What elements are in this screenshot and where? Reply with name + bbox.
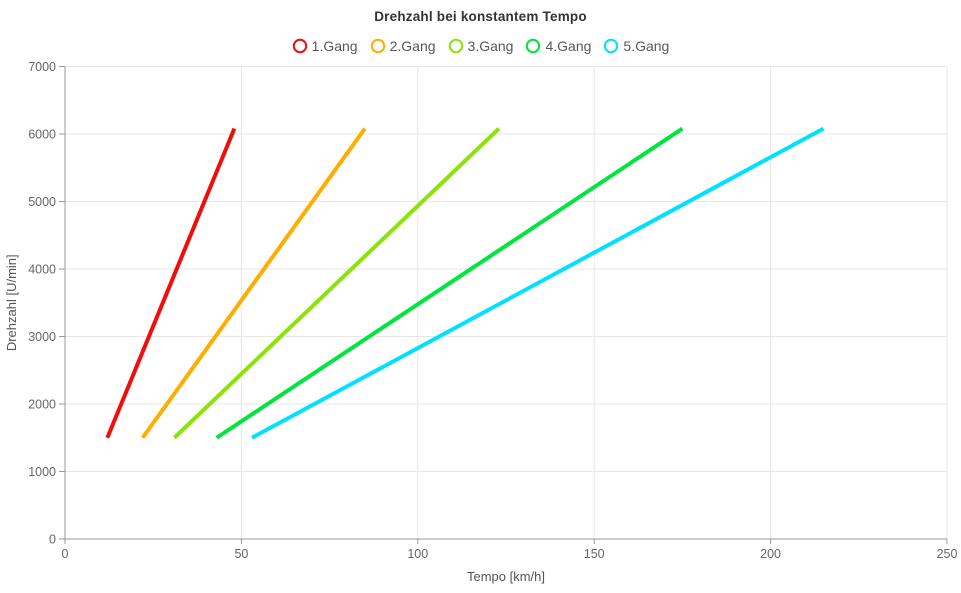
series-line-3gang xyxy=(172,127,501,440)
y-tick-label: 5000 xyxy=(28,195,56,209)
legend-label: 4.Gang xyxy=(545,38,592,54)
y-tick-label: 2000 xyxy=(28,398,56,412)
legend-circle-marker-icon xyxy=(526,38,541,54)
series-line-1gang xyxy=(105,127,237,439)
legend-item-2gang[interactable]: 2.Gang xyxy=(370,38,436,54)
legend-label: 2.Gang xyxy=(389,38,436,54)
x-tick-label: 0 xyxy=(62,547,69,561)
x-tick-label: 150 xyxy=(584,547,605,561)
x-tick-label: 50 xyxy=(234,547,248,561)
y-tick-label: 6000 xyxy=(28,128,56,142)
y-tick-label: 1000 xyxy=(28,465,56,479)
legend-item-1gang[interactable]: 1.Gang xyxy=(292,38,358,54)
legend-circle-marker-icon xyxy=(448,38,463,54)
y-tick-label: 0 xyxy=(49,533,56,547)
y-axis-title: Drehzahl [U/min] xyxy=(4,254,19,351)
legend-item-4gang[interactable]: 4.Gang xyxy=(525,38,591,54)
chart-title: Drehzahl bei konstantem Tempo xyxy=(374,9,587,24)
legend-label: 1.Gang xyxy=(311,38,358,54)
series-line-2gang xyxy=(140,127,367,439)
legend: 1.Gang 2.Gang 3.Gang 4.Gang 5.Gang xyxy=(0,38,961,54)
legend-circle-marker-icon xyxy=(604,38,619,54)
legend-label: 3.Gang xyxy=(467,38,514,54)
x-axis-title: Tempo [km/h] xyxy=(467,569,545,584)
x-tick-label: 100 xyxy=(407,547,428,561)
legend-item-3gang[interactable]: 3.Gang xyxy=(448,38,514,54)
y-tick-label: 4000 xyxy=(28,263,56,277)
legend-label: 5.Gang xyxy=(623,38,670,54)
series-line-5gang xyxy=(251,126,825,440)
x-tick-label: 200 xyxy=(760,547,781,561)
legend-circle-marker-icon xyxy=(370,38,385,54)
legend-circle-marker-icon xyxy=(292,38,307,54)
legend-item-5gang[interactable]: 5.Gang xyxy=(603,38,669,54)
y-tick-label: 3000 xyxy=(28,330,56,344)
series-line-4gang xyxy=(215,126,684,440)
y-tick-label: 7000 xyxy=(28,60,56,74)
x-tick-label: 250 xyxy=(937,547,958,561)
